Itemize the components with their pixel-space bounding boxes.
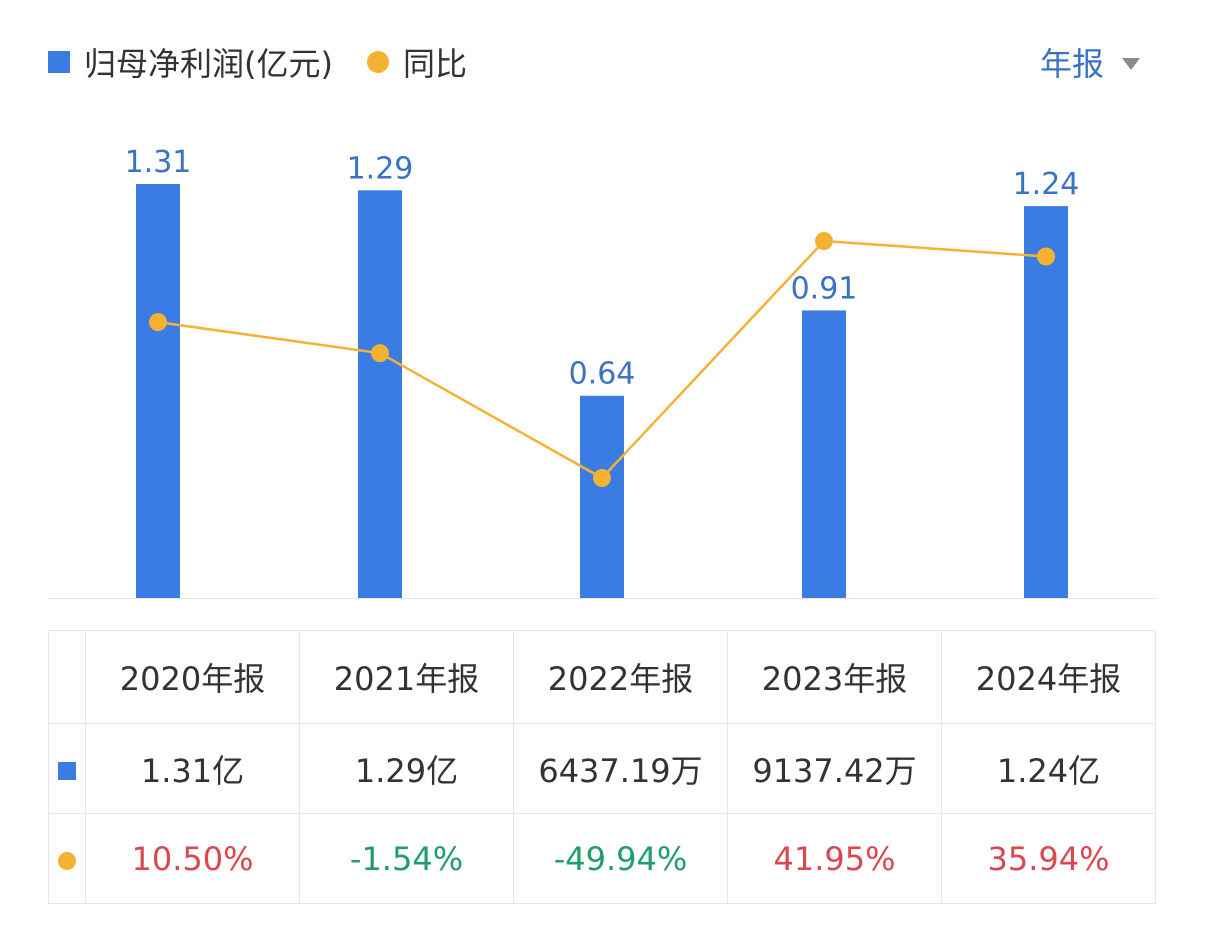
bar-square-icon: [58, 761, 76, 780]
profit-bar: [1024, 206, 1068, 598]
profit-cell: 9137.42万: [727, 723, 942, 814]
yoy-point: [593, 469, 611, 487]
bar-legend-swatch: [48, 51, 70, 73]
bar-value-label: 0.91: [791, 271, 858, 306]
profit-cell: 1.24亿: [941, 723, 1156, 814]
yoy-cell: 41.95%: [727, 813, 942, 904]
yoy-cell: -1.54%: [299, 813, 514, 904]
dropdown-triangle-icon: [1122, 58, 1140, 70]
bar-value-label: 1.29: [347, 151, 414, 186]
header-corner-cell: [48, 630, 86, 724]
bar-value-label: 0.64: [569, 357, 636, 392]
yoy-row: 10.50% -1.54% -49.94% 41.95% 35.94%: [48, 813, 1156, 904]
line-legend-swatch: [366, 51, 389, 73]
bar-legend-label: 归母净利润(亿元): [84, 45, 333, 83]
profit-bar: [802, 310, 846, 598]
table-header-row: 2020年报 2021年报 2022年报 2023年报 2024年报: [48, 630, 1156, 724]
year-header: 2021年报: [299, 630, 514, 724]
profit-cell: 1.31亿: [85, 723, 300, 814]
yoy-cell: -49.94%: [513, 813, 728, 904]
yoy-cell: 35.94%: [941, 813, 1156, 904]
year-header: 2022年报: [513, 630, 728, 724]
data-table: 2020年报 2021年报 2022年报 2023年报 2024年报 1.31亿…: [48, 630, 1156, 904]
yoy-point: [815, 232, 833, 250]
yoy-point: [371, 344, 389, 363]
line-dot-icon: [58, 851, 76, 870]
profit-bar: [580, 395, 624, 598]
profit-bar: [136, 184, 180, 598]
bar-value-label: 1.31: [125, 145, 192, 180]
profit-row: 1.31亿 1.29亿 6437.19万 9137.42万 1.24亿: [48, 723, 1156, 814]
yoy-point: [1037, 247, 1055, 266]
year-header: 2020年报: [85, 630, 300, 724]
yoy-cell: 10.50%: [85, 813, 300, 904]
profit-row-icon-cell: [48, 723, 86, 814]
chart-legend: 归母净利润(亿元) 同比: [48, 38, 467, 86]
profit-bar: [358, 190, 402, 598]
yoy-row-icon-cell: [48, 813, 86, 904]
period-selector-label: 年报: [1039, 45, 1104, 83]
profit-cell: 6437.19万: [513, 723, 728, 814]
year-header: 2023年报: [727, 630, 942, 724]
profit-cell: 1.29亿: [299, 723, 514, 814]
yoy-point: [149, 313, 167, 332]
period-selector[interactable]: 年报: [1040, 38, 1140, 86]
profit-chart: 1.31 1.29 0.64 0.91 1.24: [48, 145, 1156, 599]
bar-value-label: 1.24: [1013, 167, 1080, 202]
year-header: 2024年报: [941, 630, 1156, 724]
line-legend-label: 同比: [402, 45, 467, 83]
